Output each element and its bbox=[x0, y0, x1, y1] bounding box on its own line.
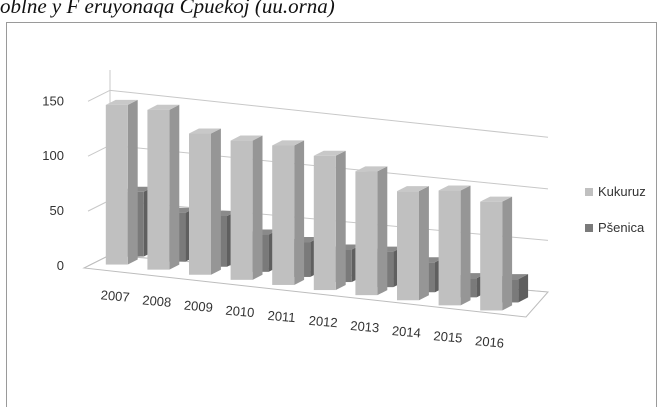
legend-swatch bbox=[585, 188, 593, 196]
bar-kukuruz bbox=[230, 140, 253, 280]
bar-kukuruz-top bbox=[147, 104, 180, 110]
x-tick-label: 2014 bbox=[391, 323, 421, 340]
bar-kukuruz-side bbox=[502, 196, 513, 311]
bar-kukuruz-top bbox=[230, 135, 263, 141]
bar-kukuruz-top bbox=[272, 140, 305, 146]
bar-kukuruz-side bbox=[377, 166, 388, 296]
side-gridline bbox=[87, 89, 111, 102]
legend-label: Pšenica bbox=[598, 220, 645, 235]
bar-kukuruz bbox=[355, 171, 378, 296]
bar-kukuruz bbox=[313, 155, 336, 291]
gridline bbox=[109, 89, 549, 138]
bar-kukuruz-top bbox=[105, 99, 138, 105]
legend-swatch bbox=[585, 224, 593, 232]
x-tick-label: 2015 bbox=[433, 328, 463, 345]
x-tick-label: 2009 bbox=[183, 298, 213, 315]
bar-kukuruz-side bbox=[294, 140, 305, 285]
x-tick-label: 2013 bbox=[350, 318, 380, 335]
y-tick-label: 100 bbox=[42, 148, 64, 163]
x-tick-label: 2011 bbox=[267, 308, 296, 325]
bar-kukuruz bbox=[105, 104, 128, 265]
bar-kukuruz bbox=[147, 109, 170, 270]
bar-kukuruz-side bbox=[252, 135, 263, 280]
bar-kukuruz-side bbox=[127, 99, 138, 265]
bar-kukuruz-side bbox=[169, 104, 180, 270]
bar-kukuruz bbox=[480, 201, 503, 311]
bar-kukuruz bbox=[189, 133, 211, 275]
y-tick-label: 0 bbox=[57, 258, 64, 273]
figure-caption: oblne y F eruyonaqa Cpuekoj (uu.orna) bbox=[0, 0, 335, 18]
x-tick-label: 2016 bbox=[475, 333, 505, 350]
bar-kukuruz-top bbox=[438, 185, 471, 191]
bar-kukuruz-top bbox=[397, 186, 429, 192]
bar-kukuruz-top bbox=[313, 150, 346, 156]
bar-kukuruz-top bbox=[355, 166, 388, 172]
x-tick-label: 2008 bbox=[142, 292, 172, 309]
y-tick-label: 50 bbox=[50, 203, 64, 218]
bar-kukuruz-top bbox=[480, 196, 513, 202]
legend-label: Kukuruz bbox=[598, 184, 646, 199]
bar-kukuruz-top bbox=[189, 128, 221, 134]
bar-kukuruz-side bbox=[335, 150, 346, 291]
y-tick-label: 150 bbox=[42, 93, 64, 108]
x-tick-label: 2010 bbox=[225, 303, 255, 320]
bar-kukuruz bbox=[397, 191, 419, 301]
bar-psenica-side bbox=[518, 274, 529, 303]
bar-kukuruz-side bbox=[419, 186, 429, 301]
bar-kukuruz-side bbox=[460, 185, 471, 306]
x-tick-label: 2012 bbox=[308, 313, 338, 330]
bar-kukuruz-side bbox=[211, 128, 221, 275]
x-tick-label: 2007 bbox=[100, 287, 130, 304]
bar-kukuruz bbox=[438, 190, 461, 306]
bar-kukuruz bbox=[272, 145, 295, 285]
